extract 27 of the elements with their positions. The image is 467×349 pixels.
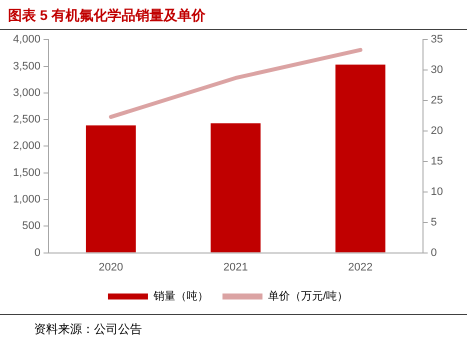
text: 资料来源：公司公告 — [34, 321, 143, 338]
y-tick-label: 2,000 — [12, 140, 41, 152]
chart-title: 图表 5 有机氟化学品销量及单价 — [0, 0, 467, 30]
y2-tick-label: 0 — [430, 246, 437, 259]
bar — [335, 64, 386, 252]
y2-tick-label: 35 — [430, 34, 444, 46]
y-tick-label: 500 — [22, 220, 41, 232]
legend-label: 销量（吨） — [152, 290, 208, 303]
y2-tick-label: 30 — [430, 64, 444, 76]
x-tick-label: 2021 — [223, 261, 248, 274]
y-tick-label: 1,500 — [12, 166, 41, 179]
y-tick-label: 4,000 — [12, 34, 41, 46]
y-tick-label: 3,000 — [12, 86, 41, 99]
x-tick-label: 2022 — [348, 261, 373, 274]
y-tick-label: 0 — [34, 246, 41, 259]
bar — [86, 125, 136, 252]
y2-tick-label: 20 — [430, 125, 444, 138]
bar — [210, 123, 261, 252]
x-tick-label: 2020 — [98, 261, 124, 274]
y-tick-label: 2,500 — [12, 114, 41, 126]
y2-tick-label: 15 — [430, 155, 444, 168]
legend-label: 单价（万元/吨） — [268, 290, 348, 303]
y2-tick-label: 25 — [430, 94, 444, 107]
y2-tick-label: 5 — [430, 216, 437, 228]
y-tick-label: 1,000 — [12, 194, 41, 206]
y-tick-label: 3,500 — [12, 60, 41, 72]
y2-tick-label: 10 — [430, 186, 444, 198]
